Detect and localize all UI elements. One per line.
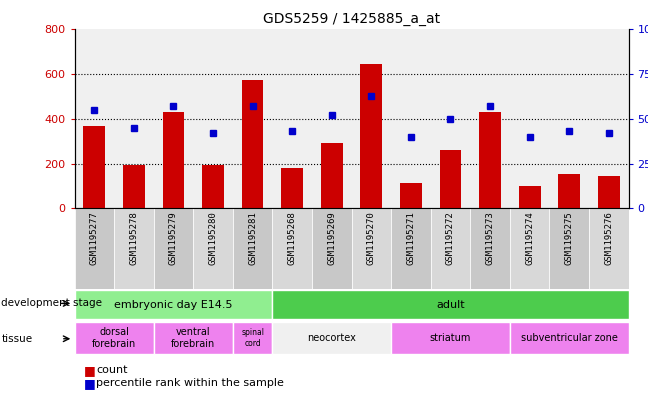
Bar (391, 322, 510, 354)
Bar (312, 208, 351, 289)
Bar (202, 165, 224, 208)
Bar (559, 174, 580, 208)
Bar (360, 64, 382, 208)
Bar (272, 322, 391, 354)
Bar (242, 80, 264, 208)
Text: neocortex: neocortex (307, 333, 356, 343)
Bar (233, 322, 272, 354)
Text: ■: ■ (84, 364, 96, 377)
Text: GSM1195276: GSM1195276 (605, 211, 613, 265)
Text: GSM1195274: GSM1195274 (525, 211, 534, 265)
Text: dorsal
forebrain: dorsal forebrain (92, 327, 136, 349)
Bar (75, 208, 114, 289)
Bar (321, 143, 343, 208)
Bar (589, 208, 629, 289)
Text: spinal
cord: spinal cord (241, 328, 264, 348)
Bar (75, 290, 272, 319)
Text: GSM1195273: GSM1195273 (485, 211, 494, 265)
Bar (400, 183, 422, 208)
Text: GSM1195271: GSM1195271 (406, 211, 415, 265)
Text: percentile rank within the sample: percentile rank within the sample (96, 378, 284, 388)
Bar (439, 150, 461, 208)
Bar (550, 208, 589, 289)
Bar (233, 208, 272, 289)
Bar (154, 208, 193, 289)
Bar (84, 126, 105, 208)
Bar (114, 208, 154, 289)
Text: GSM1195278: GSM1195278 (130, 211, 139, 265)
Bar (123, 165, 145, 208)
Bar (281, 168, 303, 208)
Bar (391, 208, 431, 289)
Bar (351, 208, 391, 289)
Bar (519, 186, 540, 208)
Bar (272, 208, 312, 289)
Bar (272, 290, 629, 319)
Text: GSM1195279: GSM1195279 (169, 211, 178, 265)
Text: tissue: tissue (1, 334, 32, 344)
Bar (479, 112, 501, 208)
Text: striatum: striatum (430, 333, 471, 343)
Text: GSM1195275: GSM1195275 (564, 211, 573, 265)
Bar (598, 176, 619, 208)
Bar (75, 322, 154, 354)
Bar (510, 322, 629, 354)
Bar (470, 208, 510, 289)
Bar (193, 208, 233, 289)
Text: adult: adult (436, 299, 465, 310)
Text: GSM1195272: GSM1195272 (446, 211, 455, 265)
Text: ventral
forebrain: ventral forebrain (171, 327, 215, 349)
Text: embryonic day E14.5: embryonic day E14.5 (114, 299, 233, 310)
Bar (163, 112, 184, 208)
Text: ■: ■ (84, 376, 96, 390)
Text: subventricular zone: subventricular zone (521, 333, 618, 343)
Bar (510, 208, 550, 289)
Text: GSM1195280: GSM1195280 (209, 211, 218, 265)
Text: GSM1195269: GSM1195269 (327, 211, 336, 265)
Bar (431, 208, 470, 289)
Text: GSM1195277: GSM1195277 (90, 211, 98, 265)
Bar (154, 322, 233, 354)
Text: development stage: development stage (1, 298, 102, 309)
Title: GDS5259 / 1425885_a_at: GDS5259 / 1425885_a_at (263, 12, 440, 26)
Text: GSM1195270: GSM1195270 (367, 211, 376, 265)
Text: GSM1195281: GSM1195281 (248, 211, 257, 265)
Text: count: count (96, 365, 128, 375)
Text: GSM1195268: GSM1195268 (288, 211, 297, 265)
